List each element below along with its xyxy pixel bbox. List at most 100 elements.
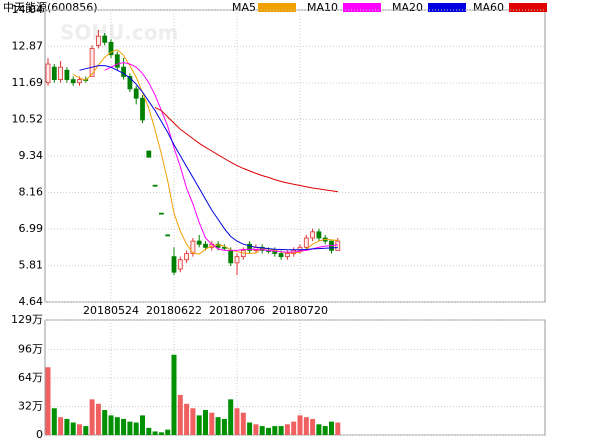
volume-bar xyxy=(310,418,316,435)
candle-body xyxy=(96,35,101,46)
legend-label: MA60 xyxy=(473,1,504,14)
y-tick-label: 14.04 xyxy=(12,3,44,16)
volume-bar xyxy=(196,415,202,435)
candle-body xyxy=(77,79,82,84)
candle-body xyxy=(190,240,196,254)
candle-body xyxy=(70,79,76,84)
volume-bar xyxy=(121,418,127,435)
x-tick-label: 20180720 xyxy=(272,304,328,317)
volume-tick-label: 129万 xyxy=(11,313,43,326)
candle-body xyxy=(89,48,95,77)
candle-body xyxy=(51,66,57,80)
volume-bar xyxy=(215,417,221,435)
watermark: SOHU.com xyxy=(60,21,178,45)
candle-body xyxy=(316,231,322,239)
y-tick-label: 11.69 xyxy=(12,76,44,89)
volume-bar xyxy=(297,415,303,435)
volume-bar xyxy=(247,422,253,435)
legend-swatch xyxy=(343,3,381,12)
volume-bar xyxy=(184,403,190,435)
legend-swatch xyxy=(258,3,296,12)
candle-body xyxy=(234,256,240,264)
ma-line xyxy=(104,61,338,253)
volume-tick-label: 64万 xyxy=(18,371,43,384)
candle-body xyxy=(45,63,51,84)
volume-bar xyxy=(329,421,334,435)
volume-bar xyxy=(171,354,177,435)
ma-line xyxy=(72,49,338,255)
volume-bar xyxy=(335,422,341,435)
volume-bar xyxy=(228,399,234,435)
volume-tick-label: 96万 xyxy=(18,342,43,355)
volume-bar xyxy=(45,367,51,435)
candle-body xyxy=(121,66,126,77)
volume-bar xyxy=(221,418,227,435)
y-tick-label: 8.16 xyxy=(19,186,44,199)
candle-body xyxy=(158,212,164,215)
volume-bar xyxy=(209,412,215,435)
candle-body xyxy=(114,54,120,68)
candle-body xyxy=(64,69,70,80)
candle-body xyxy=(184,253,190,261)
legend-swatch xyxy=(509,3,547,12)
volume-bar xyxy=(284,424,290,435)
volume-bar xyxy=(152,431,158,435)
volume-bar xyxy=(102,410,108,435)
volume-bar xyxy=(316,424,322,435)
x-tick-label: 20180706 xyxy=(209,304,265,317)
y-tick-label: 10.52 xyxy=(12,112,44,125)
volume-bar xyxy=(158,432,164,435)
candle-body xyxy=(303,237,309,248)
volume-bar xyxy=(278,426,284,435)
candle-body xyxy=(284,253,290,258)
y-tick-label: 4.64 xyxy=(19,295,44,308)
candle-body xyxy=(240,250,246,258)
candle-body xyxy=(196,240,202,245)
candle-body xyxy=(165,234,171,237)
volume-bar xyxy=(291,421,297,435)
volume-bar xyxy=(266,427,271,435)
volume-bar xyxy=(89,399,95,435)
volume-bar xyxy=(234,408,240,435)
volume-bar xyxy=(303,417,309,435)
candle-body xyxy=(335,240,341,251)
volume-bar xyxy=(253,424,259,435)
volume-bar xyxy=(64,418,70,435)
volume-bar xyxy=(83,426,89,435)
volume-bar xyxy=(240,412,246,435)
candle-body xyxy=(140,97,145,121)
ma-line xyxy=(79,65,338,251)
candle-body xyxy=(108,41,114,56)
volume-bar xyxy=(272,426,278,435)
y-tick-label: 9.34 xyxy=(19,149,44,162)
candle-body xyxy=(177,259,183,270)
candle-body xyxy=(58,66,63,80)
volume-bar xyxy=(146,427,152,435)
x-tick-label: 20180524 xyxy=(83,304,139,317)
volume-bar xyxy=(95,403,101,435)
volume-bar xyxy=(77,424,82,435)
candle-body xyxy=(310,231,316,239)
candle-body xyxy=(297,246,303,251)
candle-body xyxy=(203,243,208,248)
volume-bar xyxy=(114,417,120,435)
legend-label: MA5 xyxy=(232,1,256,14)
volume-bar xyxy=(177,394,183,435)
volume-tick-label: 0 xyxy=(36,428,43,440)
volume-bar xyxy=(51,408,57,435)
x-tick-label: 20180622 xyxy=(146,304,202,317)
y-tick-label: 6.99 xyxy=(19,222,44,235)
candle-body xyxy=(102,35,108,43)
volume-bar xyxy=(58,417,64,435)
volume-bar xyxy=(322,426,328,435)
candle-body xyxy=(171,256,177,273)
candle-body xyxy=(215,243,221,248)
candle-body xyxy=(152,184,158,187)
legend-swatch xyxy=(428,3,466,12)
y-tick-label: 5.81 xyxy=(19,259,44,272)
legend-label: MA20 xyxy=(392,1,423,14)
volume-bar xyxy=(203,410,208,435)
volume-bar xyxy=(259,426,265,435)
ma-line xyxy=(154,107,338,193)
